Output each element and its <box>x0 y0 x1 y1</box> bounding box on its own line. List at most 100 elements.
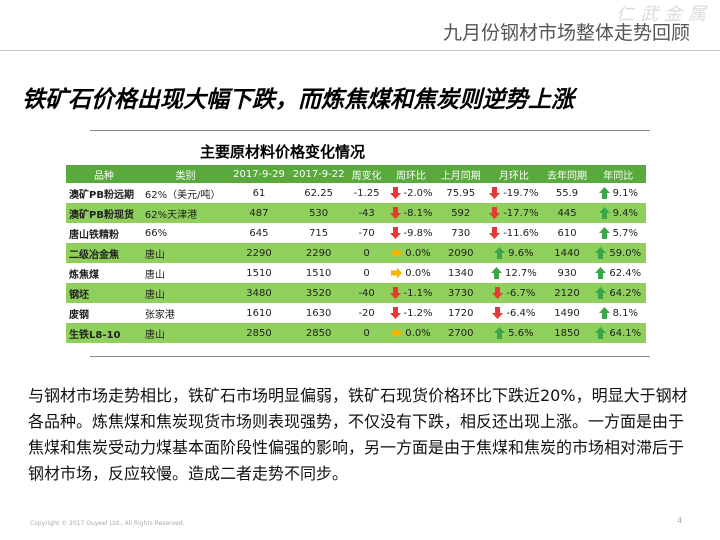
cell-text: 9.1% <box>612 188 638 199</box>
cell-text: -19.7% <box>503 188 539 199</box>
table-row: 炼焦煤 唐山 1510 1510 0 0.0% 1340 12.7% 930 62.4% <box>66 263 646 283</box>
headline: 铁矿石价格出现大幅下跌，而炼焦煤和焦炭则逆势上涨 <box>22 87 574 113</box>
table-cell: 1340 <box>448 267 474 279</box>
table-cell: 62%（美元/吨） <box>144 189 221 201</box>
cell-text: -2.0% <box>403 188 433 199</box>
cell-text: 59.0% <box>609 248 642 259</box>
trend-arrow <box>490 267 502 279</box>
table-cell: 59.0% <box>590 243 646 263</box>
table-row: 澳矿PB粉现货 62%天津港 487 530 -43 -8.1% 592 -17.7% 445 9… <box>66 203 646 223</box>
table-cell: 5.7% <box>591 223 646 243</box>
cell-text: 12.7% <box>504 268 537 279</box>
table-cell: 澳矿PB粉现货 <box>66 203 142 223</box>
trend-arrow <box>598 207 610 219</box>
table-cell: 唐山 <box>141 283 230 303</box>
table-cell: -2.0% <box>385 183 437 203</box>
cell-text: 62.4% <box>609 268 642 279</box>
table-cell: 0 <box>348 243 385 263</box>
trend-arrow <box>391 267 403 279</box>
table-cell: 2290 <box>288 243 349 263</box>
trend-arrow <box>389 187 401 199</box>
table-cell: 530 <box>288 203 349 223</box>
table-cell: 1610 <box>246 307 272 319</box>
header-line <box>0 50 720 51</box>
table-cell: -19.7% <box>484 183 543 203</box>
table-cell: 62.4% <box>591 263 646 283</box>
table-cell: 645 <box>249 227 269 239</box>
table-cell: 12.7% <box>484 263 543 283</box>
table-cell: -6.4% <box>484 303 543 323</box>
trend-arrow <box>389 227 401 239</box>
trend-arrow <box>494 247 506 259</box>
trend-arrow <box>389 307 401 319</box>
column-header: 类别 <box>141 165 230 183</box>
cell-text: 0.0% <box>405 248 431 259</box>
table-cell: 9.1% <box>591 183 646 203</box>
cell-text: 9.4% <box>612 208 638 219</box>
table-cell: 二级冶金焦 <box>66 243 142 263</box>
table-cell: 1630 <box>305 307 332 319</box>
table-cell: 61 <box>252 187 266 199</box>
table-cell: 废钢 <box>69 309 89 321</box>
cell-text: 0.0% <box>405 268 431 279</box>
cell-text: -6.4% <box>506 308 536 319</box>
trend-arrow <box>494 327 506 339</box>
page-number: 4 <box>677 516 683 525</box>
table-cell: 610 <box>557 227 577 239</box>
table-cell: -1.1% <box>384 283 438 303</box>
table-cell: 3520 <box>288 283 349 303</box>
column-header: 年同比 <box>590 165 646 183</box>
table-cell: 55.9 <box>555 187 579 199</box>
trend-arrow <box>598 227 610 239</box>
table-cell: 62%天津港 <box>141 203 230 223</box>
cell-text: -17.7% <box>503 208 539 219</box>
table-row: 废钢 张家港 1610 1630 -20 -1.2% 1720 -6.4% 1490 8.1% <box>66 303 646 323</box>
table-cell: 2290 <box>229 243 289 263</box>
trend-arrow <box>598 307 610 319</box>
table-cell: 66% <box>144 227 168 239</box>
cell-text: -9.8% <box>403 228 433 239</box>
trend-arrow <box>389 287 401 299</box>
table-row: 唐山铁精粉 66% 645 715 -70 -9.8% 730 -11.6% 610 5.7% <box>66 223 646 243</box>
table-cell: 生铁L8-10 <box>66 323 142 343</box>
table-cell: 62.25 <box>304 187 333 199</box>
table-cell: 64.1% <box>590 323 646 343</box>
table-row: 澳矿PB粉远期 62%（美元/吨） 61 62.25 -1.25 -2.0% 75.95 -1… <box>66 183 646 203</box>
trend-arrow <box>492 307 504 319</box>
trend-arrow <box>391 247 403 259</box>
table-cell: 唐山铁精粉 <box>69 229 119 241</box>
table-cell: 1510 <box>246 267 272 279</box>
cell-text: 5.6% <box>508 328 534 339</box>
table-cell: -9.8% <box>385 223 437 243</box>
table-cell: 64.2% <box>590 283 646 303</box>
table-row: 生铁L8-10 唐山 2850 2850 0 0.0% 2700 5.6% 1850 64.1% <box>66 323 646 343</box>
table-cell: 487 <box>229 203 289 223</box>
table-cell: -17.7% <box>484 203 544 223</box>
table-cell: 5.6% <box>484 323 544 343</box>
table-cell: 唐山 <box>141 323 230 343</box>
trend-arrow <box>595 267 607 279</box>
column-header: 品种 <box>66 165 142 183</box>
table-cell: 9.6% <box>484 243 544 263</box>
table-body: 澳矿PB粉远期 62%（美元/吨） 61 62.25 -1.25 -2.0% 75.95 -1… <box>66 183 646 343</box>
table-cell: 炼焦煤 <box>69 269 99 281</box>
trend-arrow <box>595 287 607 299</box>
table-cell: 唐山 <box>144 269 165 281</box>
table-cell: -11.6% <box>484 223 543 243</box>
trend-arrow <box>489 187 501 199</box>
price-table: 品种 类别 2017-9-29 2017-9-22 周变化 周环比 上月同期 月环比 去年同期年… <box>66 165 646 343</box>
table-cell: 930 <box>557 267 577 279</box>
table-title: 主要原材料价格变化情况 <box>200 143 366 161</box>
column-header: 月环比 <box>484 165 544 183</box>
trend-arrow <box>598 187 610 199</box>
table-cell: -6.7% <box>484 283 544 303</box>
table-cell: 0.0% <box>384 243 438 263</box>
column-header: 周环比 <box>384 165 438 183</box>
table-cell: -43 <box>348 203 385 223</box>
trend-arrow <box>489 207 501 219</box>
header-row: 品种 类别 2017-9-29 2017-9-22 周变化 周环比 上月同期 月环比 去年同期年… <box>66 165 646 183</box>
cell-text: 9.6% <box>508 248 534 259</box>
rule <box>90 130 650 131</box>
trend-arrow <box>389 207 401 219</box>
